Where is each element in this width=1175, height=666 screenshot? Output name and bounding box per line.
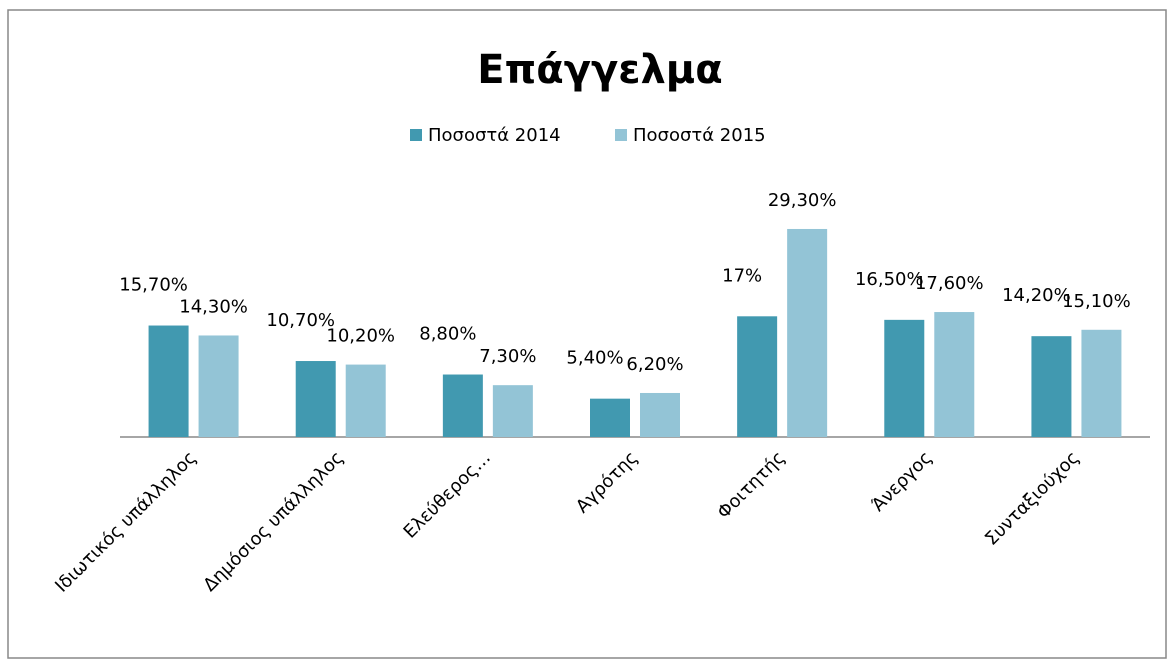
chart-title: Επάγγελμα — [477, 47, 722, 93]
data-label: 29,30% — [768, 190, 837, 211]
data-label: 14,20% — [1002, 285, 1071, 306]
data-label: 14,30% — [179, 296, 248, 317]
bar — [295, 361, 336, 437]
bar — [492, 385, 533, 437]
bar — [640, 392, 680, 437]
legend-swatch — [410, 129, 422, 141]
data-label: 15,70% — [119, 275, 188, 296]
bar — [442, 374, 483, 437]
bar — [148, 325, 189, 437]
bar — [787, 228, 828, 437]
bar — [590, 398, 630, 437]
legend-label: Ποσοστά 2015 — [633, 125, 766, 146]
legend-swatch — [615, 129, 627, 141]
data-label: 7,30% — [479, 346, 536, 367]
bar — [934, 312, 975, 437]
bar — [1031, 336, 1072, 437]
data-label: 15,10% — [1062, 291, 1131, 312]
data-label: 10,70% — [266, 310, 335, 331]
bar — [737, 316, 778, 437]
bar — [198, 335, 239, 437]
data-label: 17% — [722, 265, 762, 286]
data-label: 17,60% — [915, 273, 984, 294]
data-label: 6,20% — [626, 354, 683, 375]
data-label: 16,50% — [855, 269, 924, 290]
bar — [1081, 329, 1122, 437]
data-label: 10,20% — [326, 326, 395, 347]
data-label: 5,40% — [566, 348, 623, 369]
data-label: 8,80% — [419, 324, 476, 345]
bar — [345, 364, 386, 437]
bar — [884, 319, 925, 437]
legend-label: Ποσοστά 2014 — [428, 125, 561, 146]
